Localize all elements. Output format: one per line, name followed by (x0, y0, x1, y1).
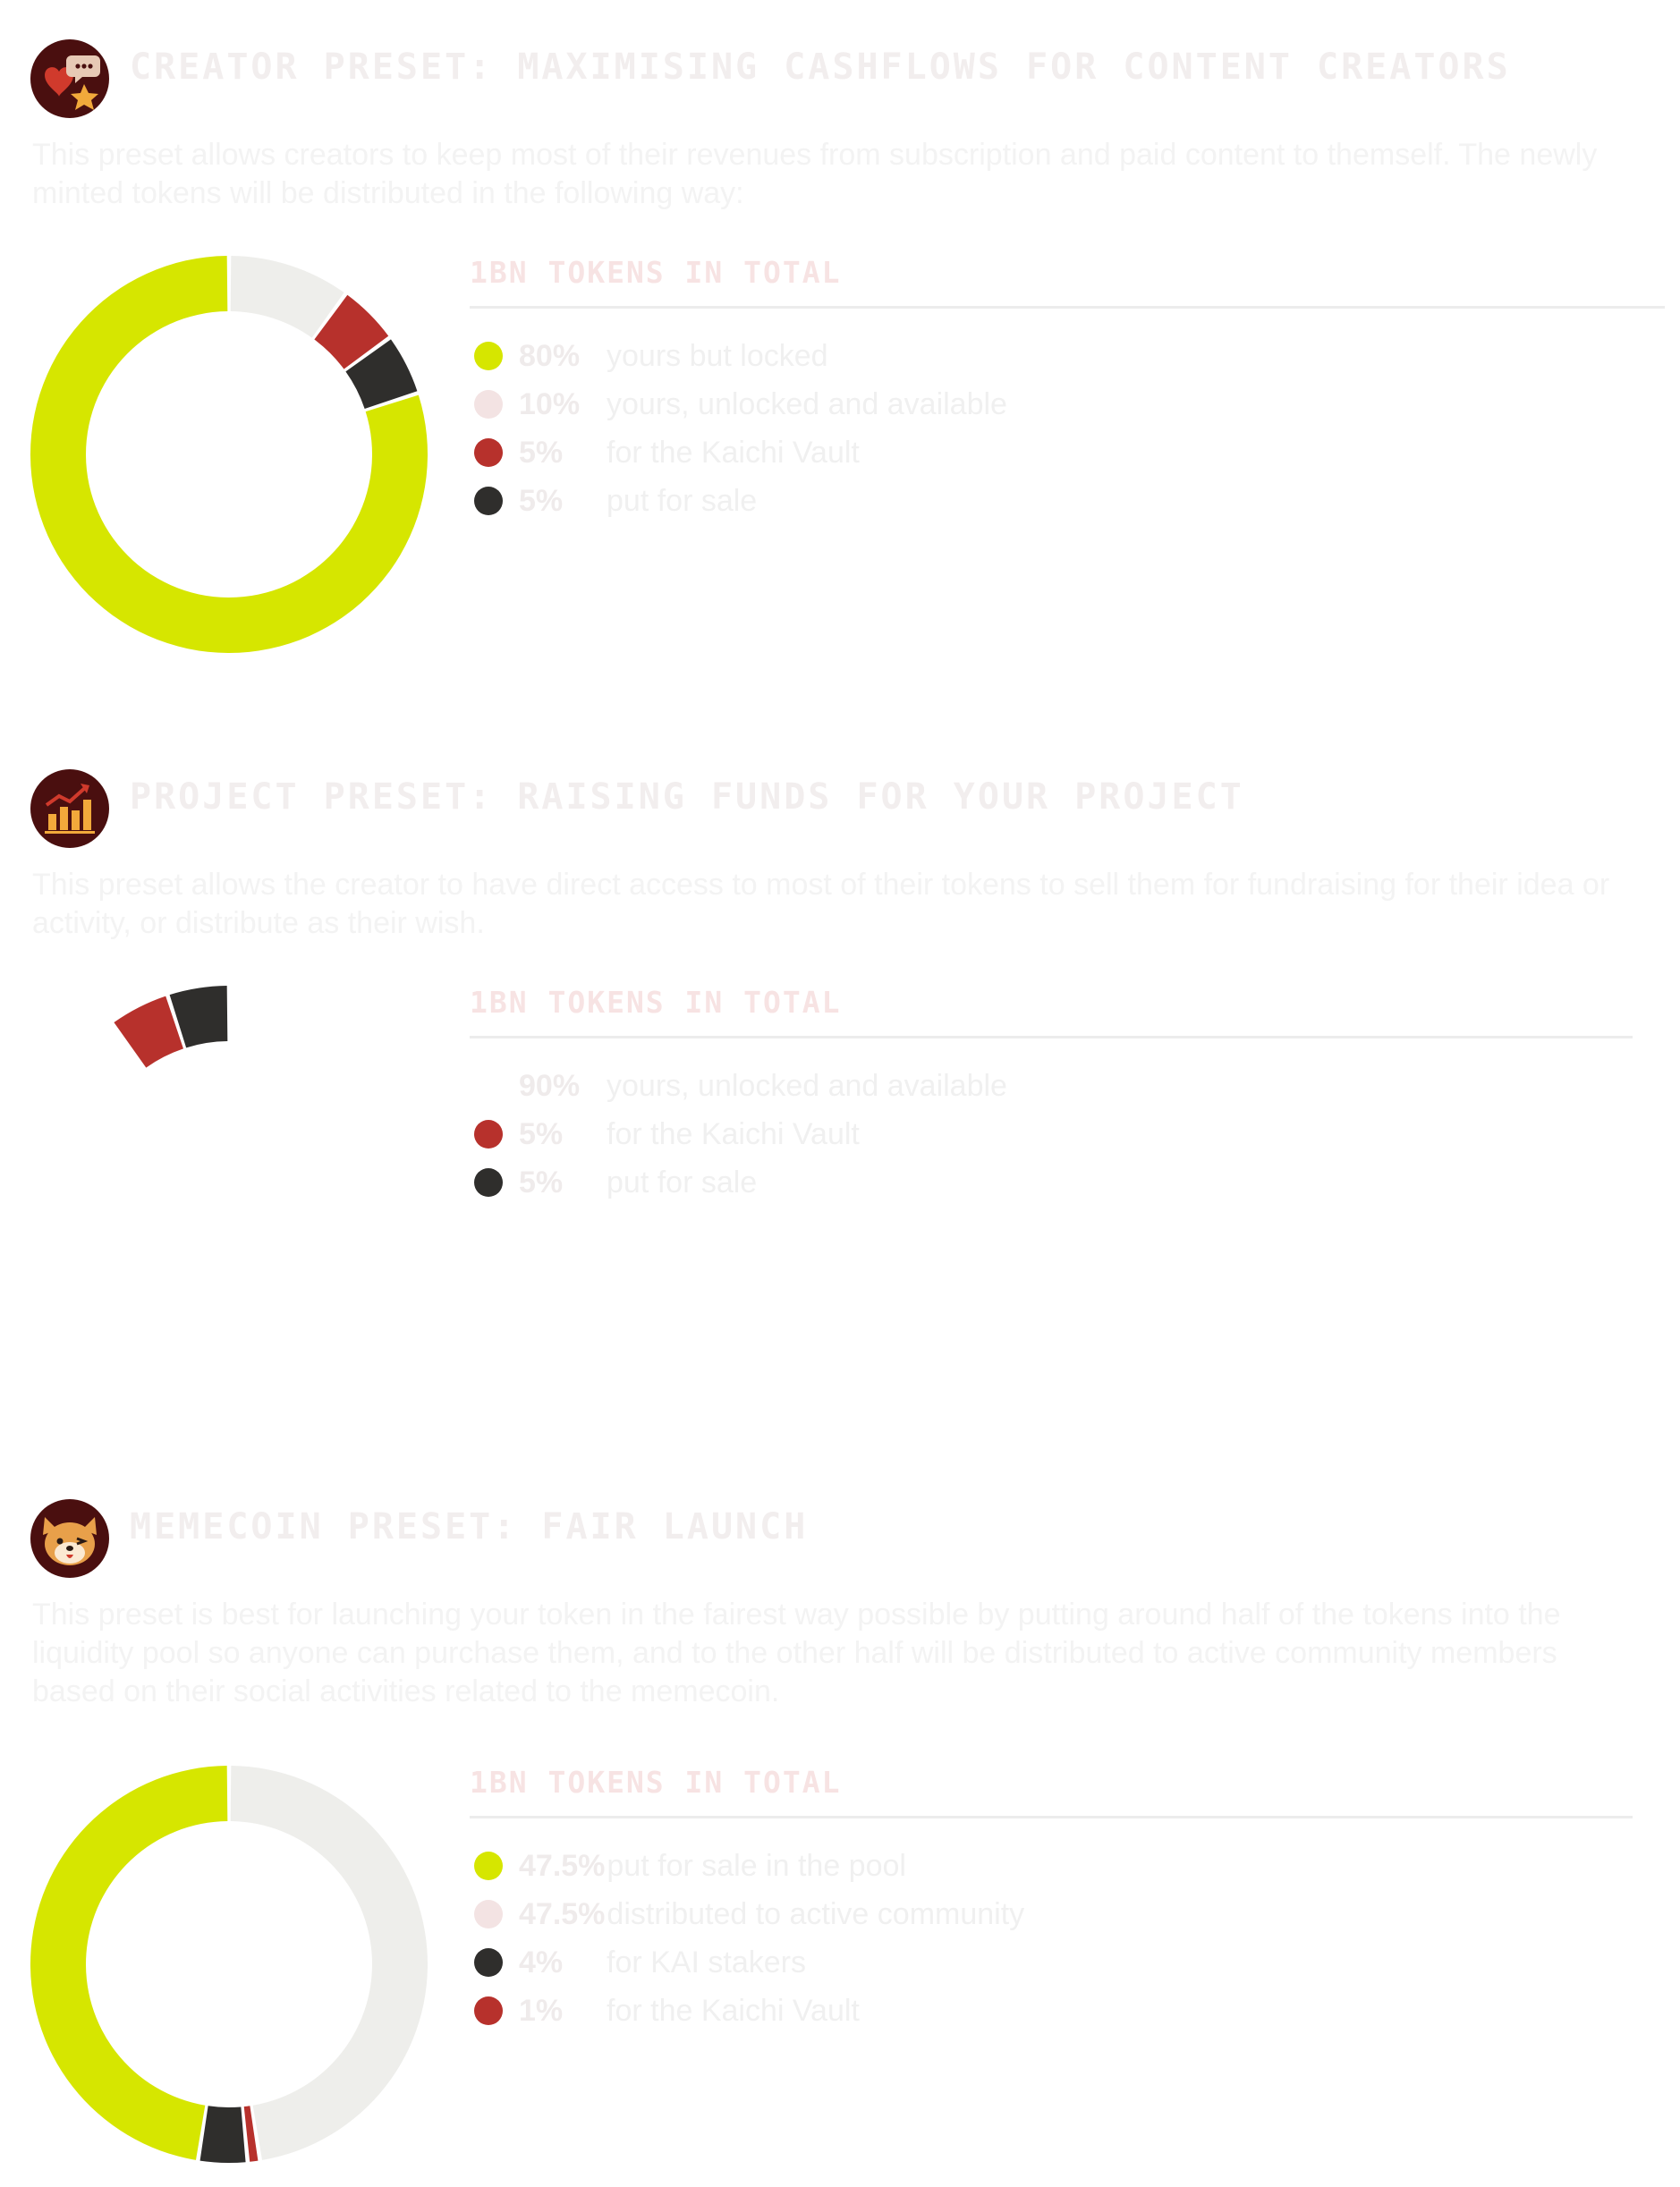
section-description: This preset allows the creator to have d… (32, 868, 1610, 940)
legend-percent: 47.5% (519, 1848, 606, 1883)
token-distribution-donut (30, 256, 428, 653)
legend-percent: 1% (519, 1993, 564, 2028)
legend-item: 10% yours, unlocked and available (470, 380, 1665, 428)
legend-heading: 1BN TOKENS IN TOTAL (470, 985, 842, 1020)
legend-label: yours, unlocked and available (607, 1068, 1007, 1103)
donut-slice-put-for-sale-in-the-pool (30, 1766, 228, 2160)
legend-swatch (474, 1852, 503, 1880)
chart-legend: 1BN TOKENS IN TOTAL 47.5% put for sale i… (470, 1765, 1633, 2035)
donut-slice-put-for-sale (169, 986, 228, 1048)
legend-percent: 5% (519, 483, 564, 518)
creator-preset-icon (30, 39, 109, 118)
donut-slice-for-kai-stakers (199, 2106, 246, 2163)
legend-label: distributed to active community (607, 1896, 1025, 1931)
legend-label: yours but locked (607, 338, 828, 373)
legend-item: 47.5% distributed to active community (470, 1890, 1633, 1938)
legend-item: 5% put for sale (470, 1158, 1633, 1207)
legend-swatch (474, 487, 503, 515)
legend-swatch (474, 438, 503, 467)
legend-label: for KAI stakers (607, 1945, 806, 1979)
legend-label: put for sale in the pool (607, 1848, 906, 1883)
donut-slice-for-the-kaichi-vault (243, 2106, 259, 2162)
section-title: MEMECOIN PRESET: FAIR LAUNCH (130, 1506, 809, 1547)
legend-swatch (474, 1120, 503, 1149)
legend-swatch (474, 1996, 503, 2025)
legend-label: put for sale (607, 1165, 758, 1199)
legend-item: 80% yours but locked (470, 332, 1665, 380)
token-distribution-donut (30, 1766, 428, 2163)
legend-percent: 10% (519, 386, 581, 421)
donut-slice-yours-unlocked-and-available (30, 986, 428, 1383)
memecoin-shiba-icon (30, 1499, 109, 1578)
legend-swatch (474, 342, 503, 370)
legend-divider (470, 1036, 1633, 1038)
legend-swatch (474, 1168, 503, 1197)
donut-chart-svg (30, 986, 428, 1383)
section-title: CREATOR PRESET: MAXIMISING CASHFLOWS FOR… (130, 47, 1511, 88)
token-distribution-donut (30, 986, 428, 1383)
section-description: This preset allows creators to keep most… (32, 138, 1598, 210)
legend-percent: 47.5% (519, 1896, 606, 1931)
legend-item: 5% for the Kaichi Vault (470, 428, 1665, 477)
legend-percent: 80% (519, 338, 581, 373)
chart-legend: 1BN TOKENS IN TOTAL 80% yours but locked… (470, 255, 1665, 525)
legend-percent: 5% (519, 1165, 564, 1199)
legend-label: for the Kaichi Vault (607, 1993, 860, 2028)
legend-swatch (474, 390, 503, 419)
legend-percent: 4% (519, 1945, 564, 1979)
legend-label: put for sale (607, 483, 758, 518)
legend-item: 4% for KAI stakers (470, 1938, 1633, 1987)
section-description: This preset is best for launching your t… (32, 1598, 1561, 1708)
legend-swatch (474, 1072, 503, 1100)
legend-percent: 90% (519, 1068, 581, 1103)
donut-slice-for-the-kaichi-vault (314, 294, 389, 369)
donut-slice-put-for-sale (345, 339, 418, 409)
legend-item: 1% for the Kaichi Vault (470, 1987, 1633, 2035)
legend-item: 5% put for sale (470, 477, 1665, 525)
legend-divider (470, 1816, 1633, 1818)
legend-heading: 1BN TOKENS IN TOTAL (470, 1765, 842, 1800)
legend-divider (470, 306, 1665, 309)
donut-slice-distributed-to-active-community (230, 1766, 428, 2160)
legend-item: 47.5% put for sale in the pool (470, 1842, 1633, 1890)
legend-label: yours, unlocked and available (607, 386, 1007, 421)
chart-legend: 1BN TOKENS IN TOTAL 90% yours, unlocked … (470, 985, 1633, 1207)
section-title: PROJECT PRESET: RAISING FUNDS FOR YOUR P… (130, 776, 1244, 818)
donut-chart-svg (30, 1766, 428, 2163)
legend-swatch (474, 1948, 503, 1977)
donut-chart-svg (30, 256, 428, 653)
donut-slice-for-the-kaichi-vault (114, 996, 183, 1068)
donut-slice-yours-unlocked-and-available (230, 256, 344, 338)
legend-label: for the Kaichi Vault (607, 1116, 860, 1151)
legend-heading: 1BN TOKENS IN TOTAL (470, 255, 842, 290)
legend-percent: 5% (519, 435, 564, 470)
legend-item: 5% for the Kaichi Vault (470, 1110, 1633, 1158)
legend-label: for the Kaichi Vault (607, 435, 860, 470)
legend-item: 90% yours, unlocked and available (470, 1062, 1633, 1110)
legend-percent: 5% (519, 1116, 564, 1151)
project-preset-chart-icon (30, 769, 109, 848)
legend-swatch (474, 1900, 503, 1928)
